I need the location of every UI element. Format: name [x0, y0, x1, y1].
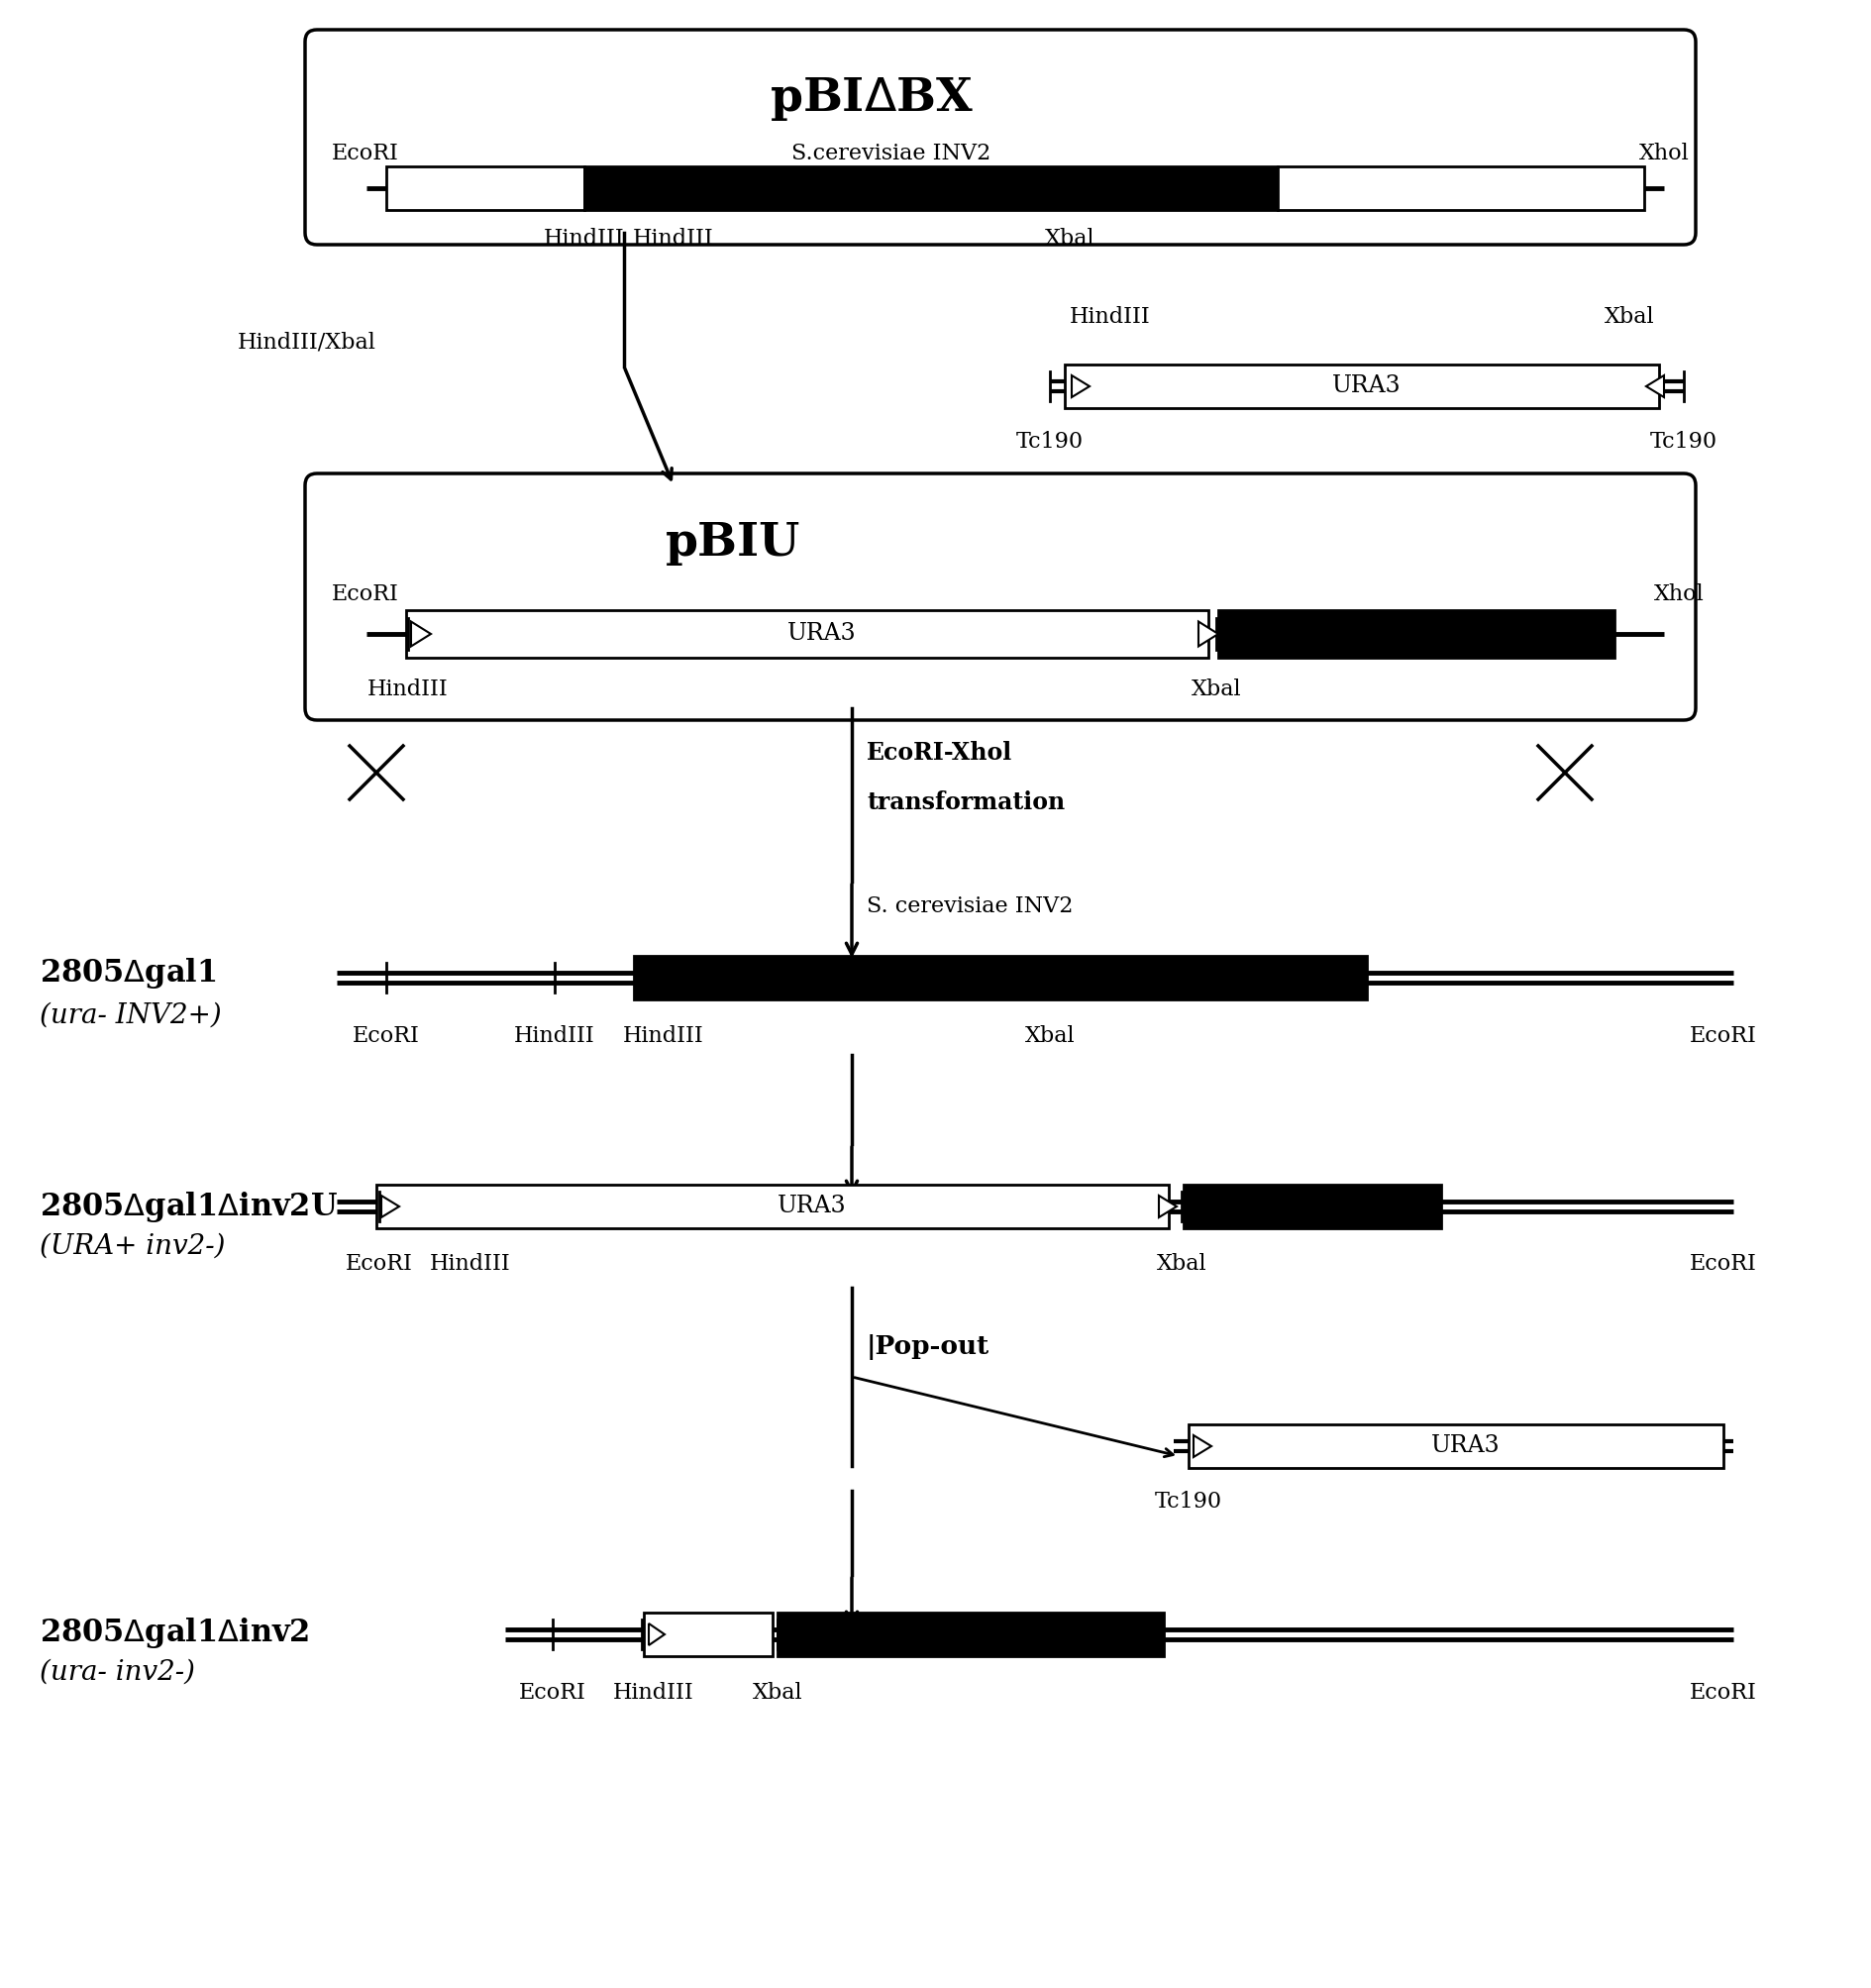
Bar: [1184, 1185, 1441, 1229]
Text: 2805$\Delta$gal1$\Delta$inv2: 2805$\Delta$gal1$\Delta$inv2: [39, 1614, 309, 1650]
Text: EcoRI: EcoRI: [1690, 1026, 1757, 1048]
Text: EcoRI: EcoRI: [1690, 1252, 1757, 1274]
Text: URA3: URA3: [1332, 376, 1401, 398]
Bar: [584, 167, 1278, 211]
Text: HindIII/Xbal: HindIII/Xbal: [238, 330, 376, 352]
Text: S.cerevisiae INV2: S.cerevisiae INV2: [791, 143, 992, 165]
Bar: [406, 610, 1209, 658]
Text: Xbal: Xbal: [1044, 229, 1095, 250]
Text: Tc190: Tc190: [1016, 431, 1083, 453]
Text: Tc190: Tc190: [1154, 1491, 1222, 1513]
FancyArrow shape: [1158, 1195, 1177, 1217]
Text: 2805$\Delta$gal1: 2805$\Delta$gal1: [39, 956, 217, 992]
FancyArrow shape: [649, 1624, 664, 1646]
Text: |Pop-out: |Pop-out: [866, 1334, 990, 1360]
Text: Tc190: Tc190: [1650, 431, 1718, 453]
Text: Xbal: Xbal: [1025, 1026, 1076, 1048]
FancyArrow shape: [382, 1195, 399, 1217]
FancyBboxPatch shape: [305, 473, 1695, 720]
Text: Xbal: Xbal: [1156, 1252, 1207, 1274]
Text: EcoRI: EcoRI: [331, 143, 399, 165]
Text: transformation: transformation: [866, 791, 1065, 815]
Text: (ura- INV2+): (ura- INV2+): [39, 1002, 221, 1028]
FancyArrow shape: [1194, 1435, 1211, 1457]
FancyArrow shape: [412, 622, 430, 646]
Bar: [778, 1612, 1164, 1656]
Text: Xhol: Xhol: [1654, 582, 1704, 604]
Bar: [644, 1612, 773, 1656]
Text: HindIII: HindIII: [1070, 306, 1151, 328]
Text: pBIU: pBIU: [666, 521, 801, 567]
Text: URA3: URA3: [1431, 1435, 1501, 1457]
Bar: [1278, 167, 1645, 211]
Text: HindIII: HindIII: [515, 1026, 595, 1048]
Text: Xbal: Xbal: [1605, 306, 1654, 328]
Text: HindIII: HindIII: [632, 229, 715, 250]
Text: HindIII: HindIII: [367, 678, 449, 700]
FancyBboxPatch shape: [305, 30, 1695, 245]
Bar: [634, 956, 1368, 1000]
Bar: [1218, 610, 1615, 658]
Text: EcoRI: EcoRI: [1690, 1682, 1757, 1704]
FancyArrow shape: [1072, 376, 1089, 398]
Text: (ura- inv2-): (ura- inv2-): [39, 1658, 195, 1686]
Text: EcoRI: EcoRI: [352, 1026, 419, 1048]
Text: EcoRI: EcoRI: [518, 1682, 586, 1704]
Text: URA3: URA3: [788, 622, 857, 646]
Text: pBI$\Delta$BX: pBI$\Delta$BX: [769, 76, 973, 123]
Text: S. cerevisiae INV2: S. cerevisiae INV2: [866, 895, 1074, 916]
FancyArrow shape: [1199, 622, 1218, 646]
Text: HindIII: HindIII: [614, 1682, 694, 1704]
Text: 2805$\Delta$gal1$\Delta$inv2U: 2805$\Delta$gal1$\Delta$inv2U: [39, 1189, 339, 1225]
Text: (URA+ inv2-): (URA+ inv2-): [39, 1233, 225, 1260]
Bar: [1188, 1423, 1723, 1467]
Text: EcoRI-Xhol: EcoRI-Xhol: [866, 742, 1012, 765]
Text: EcoRI: EcoRI: [331, 582, 399, 604]
Bar: [1065, 364, 1660, 408]
Text: HindIII: HindIII: [430, 1252, 511, 1274]
Text: EcoRI: EcoRI: [346, 1252, 413, 1274]
Text: HindIII: HindIII: [544, 229, 625, 250]
FancyArrow shape: [1646, 376, 1663, 398]
Text: Xhol: Xhol: [1639, 143, 1690, 165]
Text: HindIII: HindIII: [623, 1026, 703, 1048]
Text: Xbal: Xbal: [752, 1682, 803, 1704]
Text: URA3: URA3: [778, 1195, 848, 1219]
Bar: [376, 1185, 1169, 1229]
Bar: [385, 167, 584, 211]
Text: Xbal: Xbal: [1192, 678, 1240, 700]
